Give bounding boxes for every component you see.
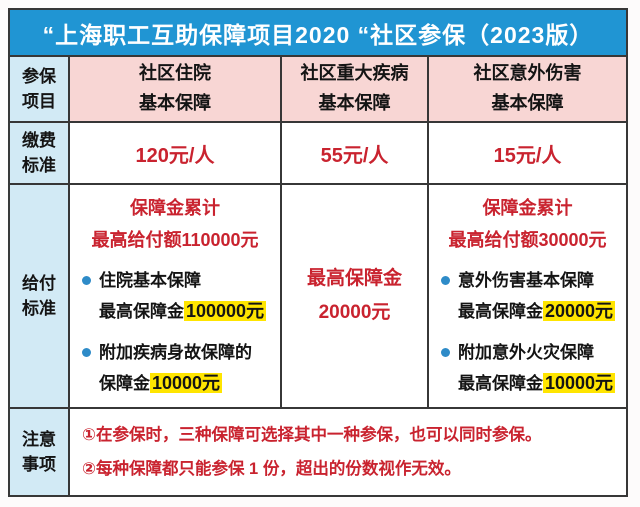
benefit-item-text: 附加疾病身故保障的 保障金 10000元 (99, 339, 252, 399)
bullet-dot-icon (441, 348, 450, 357)
benefit-item-name: 附加意外火灾保障 (458, 343, 594, 362)
column-header-hospital: 社区住院 基本保障 (70, 57, 280, 121)
benefit-list: 意外伤害基本保障 最高保障金 20000元 附加意外火灾保障 最高保障金 10000… (429, 267, 626, 399)
column-header-accident: 社区意外伤害 基本保障 (429, 57, 626, 121)
benefit-item: 附加意外火灾保障 最高保障金 10000元 (441, 339, 620, 399)
benefit-accident-cell: 保障金累计 最高给付额30000元 意外伤害基本保障 最高保障金 20000元 附… (429, 185, 626, 407)
column-header-illness: 社区重大疾病 基本保障 (282, 57, 427, 121)
benefit-illness-line2: 20000元 (318, 302, 391, 323)
row-label-notes: 注意 事项 (10, 409, 68, 495)
row-label-line1: 注意 (22, 429, 56, 449)
column-header-line1: 社区重大疾病 (300, 63, 409, 84)
column-header-line1: 社区住院 (139, 63, 211, 84)
benefit-amount-prefix: 保障金 (99, 373, 150, 393)
benefit-item-text: 住院基本保障 最高保障金 100000元 (99, 267, 267, 327)
benefit-amount-highlight: 20000元 (543, 301, 616, 322)
note-line-1: ①在参保时，三种保障可选择其中一种参保，也可以同时参保。 (82, 426, 542, 445)
note-line-2: ②每种保障都只能参保 1 份，超出的份数视作无效。 (82, 459, 461, 478)
benefit-summary-line1: 保障金累计 (129, 198, 220, 219)
benefit-summary: 保障金累计 最高给付额110000元 (91, 193, 258, 256)
column-header-line2: 基本保障 (491, 93, 564, 113)
bullet-dot-icon (82, 348, 91, 357)
benefit-item: 意外伤害基本保障 最高保障金 20000元 (441, 267, 620, 327)
table-title: “上海职工互助保障项目2020 “社区参保（2023版） (10, 10, 626, 55)
row-label-benefit: 给付 标准 (10, 185, 68, 407)
benefit-hospital-cell: 保障金累计 最高给付额110000元 住院基本保障 最高保障金 100000元 附… (70, 185, 280, 407)
benefit-item-amount-line: 最高保障金 100000元 (99, 296, 267, 327)
benefit-summary-line1: 保障金累计 (482, 198, 573, 219)
benefit-item-text: 意外伤害基本保障 最高保障金 20000元 (458, 267, 616, 327)
column-header-line2: 基本保障 (139, 93, 211, 113)
premium-illness: 55元/人 (282, 123, 427, 183)
benefit-summary-line2: 最高给付额30000元 (448, 229, 607, 250)
benefit-amount-highlight: 10000元 (150, 372, 223, 393)
benefit-amount-prefix: 最高保障金 (99, 302, 184, 322)
benefit-item-text: 附加意外火灾保障 最高保障金 10000元 (458, 339, 616, 399)
benefit-summary-line2: 最高给付额110000元 (91, 229, 259, 250)
bullet-dot-icon (82, 276, 91, 286)
premium-hospital: 120元/人 (70, 123, 280, 183)
benefit-amount-prefix: 最高保障金 (458, 373, 543, 393)
benefit-item: 附加疾病身故保障的 保障金 10000元 (82, 339, 274, 399)
row-label-line2: 标准 (22, 156, 56, 175)
benefit-item-amount-line: 最高保障金 10000元 (458, 368, 616, 399)
notes-content: ①在参保时，三种保障可选择其中一种参保，也可以同时参保。 ②每种保障都只能参保 … (70, 409, 626, 495)
row-label-line2: 事项 (22, 455, 56, 474)
benefit-item-name: 住院基本保障 (99, 271, 201, 291)
benefit-amount-highlight: 100000元 (184, 301, 267, 322)
benefit-summary: 保障金累计 最高给付额30000元 (448, 193, 606, 256)
premium-accident: 15元/人 (429, 123, 626, 183)
benefit-amount-highlight: 10000元 (543, 372, 616, 393)
row-label-line1: 缴费 (22, 130, 56, 150)
benefit-amount-prefix: 最高保障金 (458, 302, 543, 322)
row-label-line1: 参保 (22, 66, 56, 86)
benefit-item-amount-line: 保障金 10000元 (99, 368, 252, 399)
column-header-line2: 基本保障 (318, 93, 391, 113)
benefit-item: 住院基本保障 最高保障金 100000元 (82, 267, 274, 327)
column-header-line1: 社区意外伤害 (473, 63, 582, 84)
row-label-line2: 项目 (22, 92, 56, 111)
benefit-item-amount-line: 最高保障金 20000元 (458, 296, 616, 327)
benefit-illness-line1: 最高保障金 (306, 267, 402, 289)
row-label-line1: 给付 (22, 273, 56, 293)
row-label-premium: 缴费 标准 (10, 123, 68, 183)
benefit-item-name: 意外伤害基本保障 (458, 271, 594, 291)
bullet-dot-icon (441, 276, 450, 286)
benefit-item-name: 附加疾病身故保障的 (99, 343, 252, 362)
benefit-illness-cell: 最高保障金 20000元 (282, 185, 427, 407)
row-label-line2: 标准 (22, 299, 56, 318)
benefit-list: 住院基本保障 最高保障金 100000元 附加疾病身故保障的 保障金 10000元 (70, 267, 280, 399)
insurance-plan-table: “上海职工互助保障项目2020 “社区参保（2023版） 参保 项目 社区住院 … (8, 8, 628, 497)
row-label-enroll-item: 参保 项目 (10, 57, 68, 121)
